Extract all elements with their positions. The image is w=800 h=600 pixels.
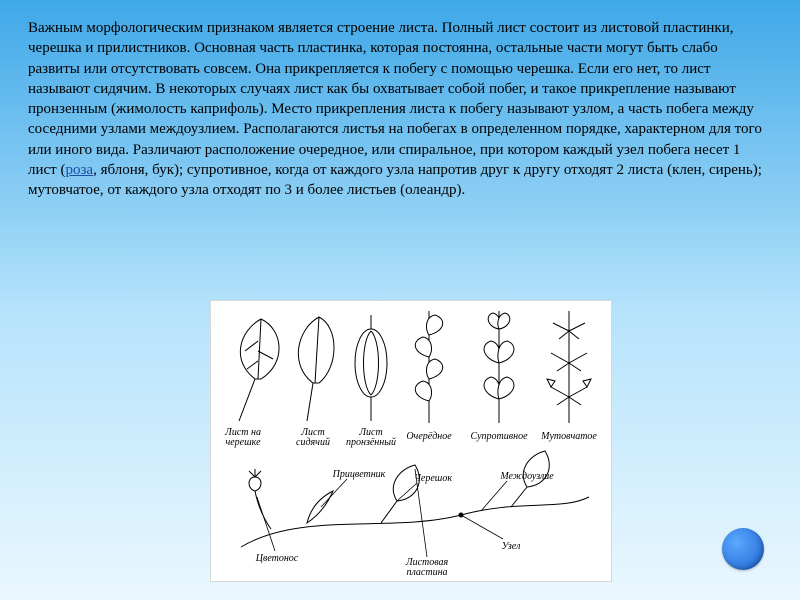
caption-peduncle: Цветонос: [255, 553, 299, 564]
caption-whorled: Мутовчатое: [540, 431, 597, 442]
caption-blade: Листоваяпластина: [405, 557, 449, 578]
caption-petiole-b: Черешок: [414, 473, 452, 484]
caption-alternate: Очерёдное: [406, 431, 452, 442]
paragraph-text-2: , яблоня, бук); супротивное, когда от ка…: [28, 162, 762, 198]
decorative-dot-icon: [722, 528, 764, 570]
slide: Важным морфологическим признаком являетс…: [0, 0, 800, 600]
body-text: Важным морфологическим признаком являетс…: [28, 18, 772, 200]
caption-internode: Междоузлие: [499, 471, 554, 482]
leaf-figure: Лист начерешке Листсидячий Листпронзённы…: [210, 300, 612, 582]
caption-petiole: Лист начерешке: [224, 427, 261, 448]
caption-opposite: Супротивное: [470, 431, 528, 442]
caption-perfoliate: Листпронзённый: [346, 427, 396, 448]
link-rose[interactable]: роза: [65, 162, 93, 178]
caption-bract: Прицветник: [332, 469, 386, 480]
arrangement-whorled-icon: [547, 311, 591, 423]
arrangement-alternate-icon: [415, 311, 442, 423]
caption-sessile: Листсидячий: [296, 427, 330, 448]
leaf-diagram-svg: Лист начерешке Листсидячий Листпронзённы…: [211, 301, 611, 581]
paragraph-text-1: Важным морфологическим признаком являетс…: [28, 20, 762, 178]
arrangement-opposite-icon: [484, 311, 514, 423]
shoot-diagram-icon: [241, 451, 589, 557]
caption-node: Узел: [502, 541, 521, 552]
leaf-perfoliate-icon: [355, 315, 387, 421]
leaf-sessile-icon: [298, 317, 334, 421]
leaf-petiole-icon: [239, 319, 279, 421]
